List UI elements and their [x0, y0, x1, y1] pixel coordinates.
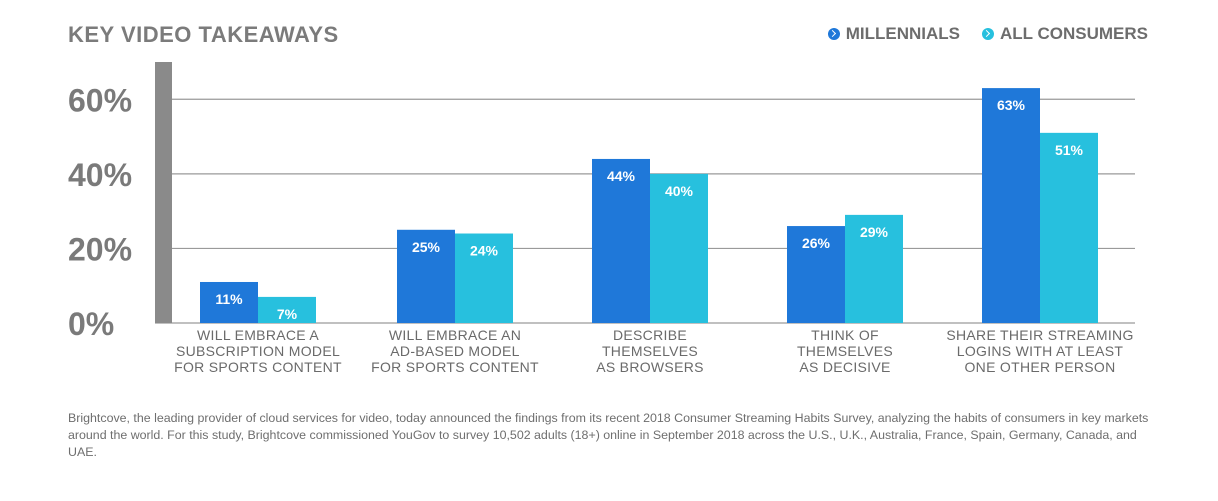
data-label: 24% — [470, 243, 499, 259]
data-label: 40% — [665, 183, 694, 199]
y-tick-label: 0% — [68, 306, 114, 342]
y-tick-label: 20% — [68, 231, 132, 267]
x-category-label: AS BROWSERS — [596, 359, 704, 375]
y-tick-label: 40% — [68, 157, 132, 193]
bar-chart: 0% 20% 40% 60% 11% 25% 44% 26% 63% 7% 24% 40% 29% 51%… — [68, 62, 1135, 375]
y-tick-label: 60% — [68, 82, 132, 118]
bar-millennials — [787, 226, 845, 323]
x-category-label: FOR SPORTS CONTENT — [371, 359, 539, 375]
x-category-label: DESCRIBE — [613, 327, 687, 343]
legend-label-all-consumers: ALL CONSUMERS — [1000, 24, 1148, 43]
data-label: 25% — [412, 239, 441, 255]
x-category-label: SUBSCRIPTION MODEL — [176, 343, 340, 359]
x-category-label: THEMSELVES — [797, 343, 893, 359]
legend-swatch-millennials — [827, 28, 840, 40]
data-label: 26% — [802, 235, 831, 251]
bar-all-consumers — [455, 233, 513, 323]
chart-title: KEY VIDEO TAKEAWAYS — [68, 22, 339, 47]
legend-item-millennials: MILLENNIALS — [827, 24, 961, 44]
x-category-label: ONE OTHER PERSON — [964, 359, 1115, 375]
bar-millennials — [982, 88, 1040, 323]
y-axis-bar — [155, 62, 172, 323]
data-label: 7% — [277, 306, 298, 322]
bar-all-consumers — [258, 296, 316, 323]
x-category-label: LOGINS WITH AT LEAST — [957, 343, 1124, 359]
data-label: 63% — [997, 97, 1026, 113]
data-label: 11% — [215, 291, 243, 307]
bar-millennials — [397, 229, 455, 323]
data-label: 29% — [860, 224, 889, 240]
footnote: Brightcove, the leading provider of clou… — [68, 411, 1149, 459]
x-category-label: AD-BASED MODEL — [390, 343, 519, 359]
bar-all-consumers — [1040, 132, 1098, 323]
x-category-label: WILL EMBRACE A — [197, 327, 319, 343]
bar-millennials — [200, 281, 258, 323]
bar-all-consumers — [845, 214, 903, 323]
legend: MILLENNIALS ALL CONSUMERS — [827, 24, 1148, 44]
x-category-label: THEMSELVES — [602, 343, 698, 359]
x-category-label: AS DECISIVE — [799, 359, 890, 375]
x-category-label: THINK OF — [811, 327, 879, 343]
legend-swatch-all-consumers — [982, 28, 995, 40]
x-category-label: SHARE THEIR STREAMING — [946, 327, 1133, 343]
x-category-label: WILL EMBRACE AN — [389, 327, 521, 343]
data-label: 44% — [607, 168, 636, 184]
x-category-label: FOR SPORTS CONTENT — [174, 359, 342, 375]
data-label: 51% — [1055, 142, 1084, 158]
legend-label-millennials: MILLENNIALS — [845, 24, 961, 43]
legend-item-all-consumers: ALL CONSUMERS — [982, 24, 1148, 44]
bar-millennials — [592, 158, 650, 323]
bar-all-consumers — [650, 173, 708, 323]
